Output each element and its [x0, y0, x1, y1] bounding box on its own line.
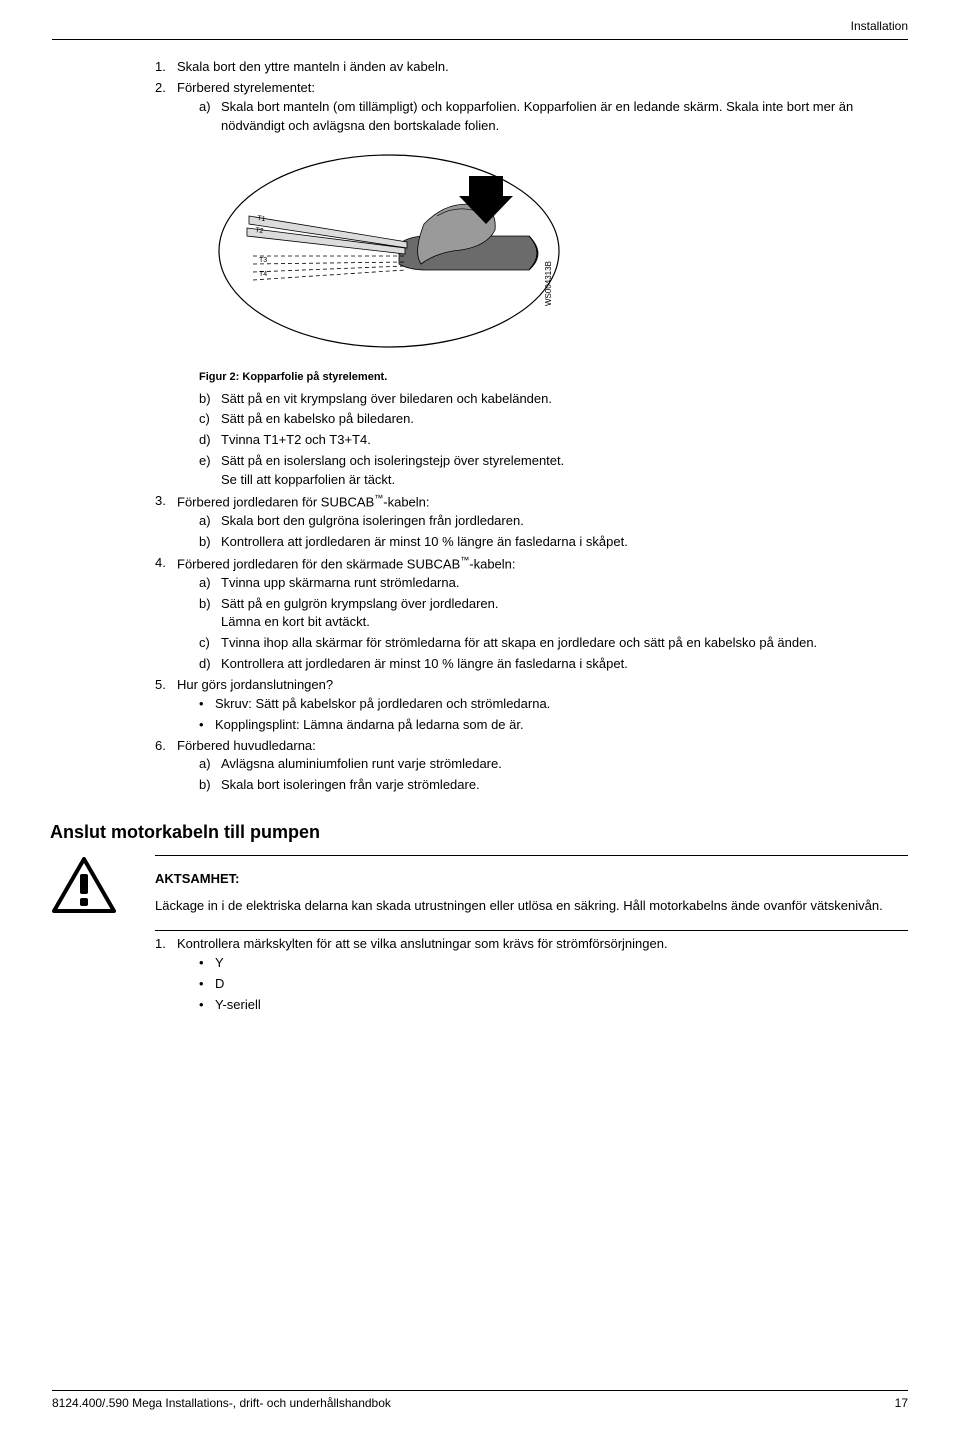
step-4: Förbered jordledaren för den skärmade SU… [155, 554, 908, 674]
step-3: Förbered jordledaren för SUBCAB™-kabeln:… [155, 492, 908, 552]
step-4d: Kontrollera att jordledaren är minst 10 … [199, 655, 908, 674]
caution-block: AKTSAMHET: Läckage in i de elektriska de… [155, 855, 908, 935]
figure-2: T1 T2 T3 T4 WS004313B [199, 146, 908, 362]
step-5-b2: Kopplingsplint: Lämna ändarna på ledarna… [199, 716, 908, 735]
step-4a: Tvinna upp skärmarna runt strömledarna. [199, 574, 908, 593]
after-b2: D [199, 975, 908, 994]
tm-mark-2: ™ [460, 555, 469, 565]
header-section-label: Installation [52, 18, 908, 35]
step-2a: Skala bort manteln (om tillämpligt) och … [199, 98, 908, 136]
after-b1: Y [199, 954, 908, 973]
cable-diagram: T1 T2 T3 T4 WS004313B [199, 146, 579, 356]
footer-rule [52, 1390, 908, 1391]
wire-label-t4: T4 [259, 271, 267, 278]
wire-label-t3: T3 [259, 257, 267, 264]
step-6-intro: Förbered huvudledarna: [177, 738, 316, 753]
step-6: Förbered huvudledarna: Avlägsna aluminiu… [155, 737, 908, 796]
step-6a: Avlägsna aluminiumfolien runt varje strö… [199, 755, 908, 774]
step-3b: Kontrollera att jordledaren är minst 10 … [199, 533, 908, 552]
footer-page-number: 17 [895, 1395, 908, 1412]
step-2e-note: Se till att kopparfolien är täckt. [221, 471, 908, 490]
step-4b-note: Lämna en kort bit avtäckt. [221, 613, 908, 632]
wire-label-t1: T1 [257, 215, 266, 223]
step-4-intro-post: -kabeln: [469, 556, 515, 571]
step-2c: Sätt på en kabelsko på biledaren. [199, 410, 908, 429]
caution-text: Läckage in i de elektriska delarna kan s… [155, 897, 908, 916]
step-4-intro-pre: Förbered jordledaren för den skärmade SU… [177, 556, 460, 571]
after-step-1-text: Kontrollera märkskylten för att se vilka… [177, 936, 668, 951]
caution-rule-top [155, 855, 908, 856]
page-content: Skala bort den yttre manteln i änden av … [0, 40, 960, 1014]
step-5-b1: Skruv: Sätt på kabelskor på jordledaren … [199, 695, 908, 714]
section-title: Anslut motorkabeln till pumpen [50, 819, 908, 845]
warning-icon [52, 857, 116, 913]
step-2-intro: Förbered styrelementet: [177, 80, 315, 95]
step-1: Skala bort den yttre manteln i änden av … [155, 58, 908, 77]
step-4b: Sätt på en gulgrön krympslang över jordl… [199, 595, 908, 633]
step-4b-text: Sätt på en gulgrön krympslang över jordl… [221, 596, 499, 611]
caution-title: AKTSAMHET: [155, 870, 908, 889]
wire-label-t2: T2 [255, 227, 264, 235]
step-2d: Tvinna T1+T2 och T3+T4. [199, 431, 908, 450]
step-5: Hur görs jordanslutningen? Skruv: Sätt p… [155, 676, 908, 735]
footer-doc-title: 8124.400/.590 Mega Installations-, drift… [52, 1395, 391, 1412]
step-2: Förbered styrelementet: Skala bort mante… [155, 79, 908, 490]
step-2b: Sätt på en vit krympslang över biledaren… [199, 390, 908, 409]
figure-caption: Figur 2: Kopparfolie på styrelement. [199, 370, 908, 386]
page-footer: 8124.400/.590 Mega Installations-, drift… [52, 1390, 908, 1412]
after-caution-steps: Kontrollera märkskylten för att se vilka… [155, 935, 908, 1014]
step-2e-text: Sätt på en isolerslang och isoleringstej… [221, 453, 564, 468]
step-2e: Sätt på en isolerslang och isoleringstej… [199, 452, 908, 490]
tm-mark: ™ [374, 493, 383, 503]
main-steps: Skala bort den yttre manteln i änden av … [155, 58, 908, 795]
step-3a: Skala bort den gulgröna isoleringen från… [199, 512, 908, 531]
step-3-intro-post: -kabeln: [383, 494, 429, 509]
after-b3: Y-seriell [199, 996, 908, 1015]
figure-ref: WS004313B [544, 261, 553, 306]
caution-rule-bottom [155, 930, 908, 931]
step-5-q: Hur görs jordanslutningen? [177, 677, 333, 692]
after-step-1: Kontrollera märkskylten för att se vilka… [155, 935, 908, 1014]
step-3-intro-pre: Förbered jordledaren för SUBCAB [177, 494, 374, 509]
step-4c: Tvinna ihop alla skärmar för strömledarn… [199, 634, 908, 653]
step-6b: Skala bort isoleringen från varje ströml… [199, 776, 908, 795]
